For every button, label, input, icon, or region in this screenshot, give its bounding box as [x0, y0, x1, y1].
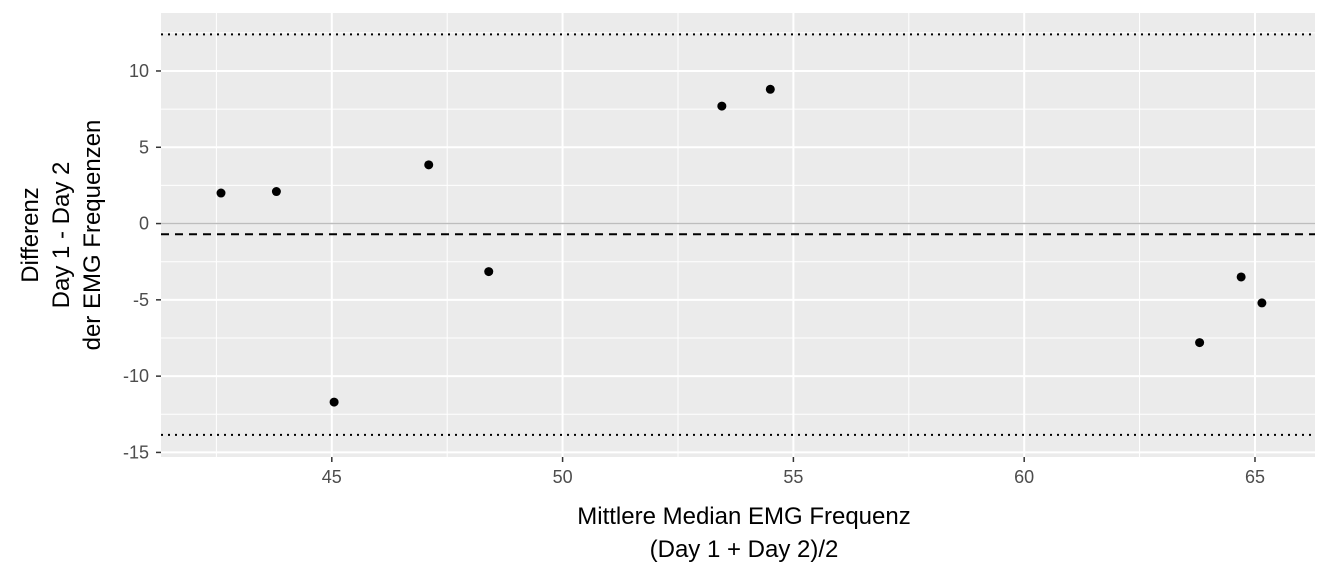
data-point	[1236, 272, 1246, 282]
data-point	[424, 160, 434, 170]
data-point	[717, 101, 727, 111]
y-tick-label: -15	[123, 442, 149, 462]
data-point	[271, 187, 281, 197]
data-point	[216, 188, 226, 198]
reference-lines	[161, 33, 1315, 436]
x-tick-label: 60	[1014, 467, 1034, 487]
x-tick-label: 45	[322, 467, 342, 487]
y-tick-label: 10	[129, 61, 149, 81]
x-tick-label: 65	[1245, 467, 1265, 487]
y-tick-label: 5	[139, 137, 149, 157]
minor-gridlines	[161, 13, 1315, 457]
y-tick-label: -5	[133, 290, 149, 310]
data-point	[484, 267, 494, 277]
x-tick-label: 55	[783, 467, 803, 487]
data-point	[329, 397, 339, 407]
data-point	[1195, 338, 1205, 348]
y-tick-label: 0	[139, 214, 149, 234]
x-axis-title-line-2: (Day 1 + Day 2)/2	[650, 536, 839, 563]
y-axis: -15 -10 -5 0 5 10	[123, 61, 161, 462]
y-tick-label: -10	[123, 366, 149, 386]
data-point	[1257, 298, 1267, 308]
y-axis-title-line-2: Day 1 - Day 2	[48, 162, 75, 309]
x-axis-title-line-1: Mittlere Median EMG Frequenz	[577, 503, 910, 530]
x-tick-label: 50	[553, 467, 573, 487]
y-axis-title-line-1: Differenz	[17, 187, 44, 283]
data-point	[765, 84, 775, 94]
y-axis-title-line-3: der EMG Frequenzen	[79, 120, 106, 351]
data-points	[216, 84, 1267, 407]
x-axis: 45 50 55 60 65	[322, 457, 1265, 487]
